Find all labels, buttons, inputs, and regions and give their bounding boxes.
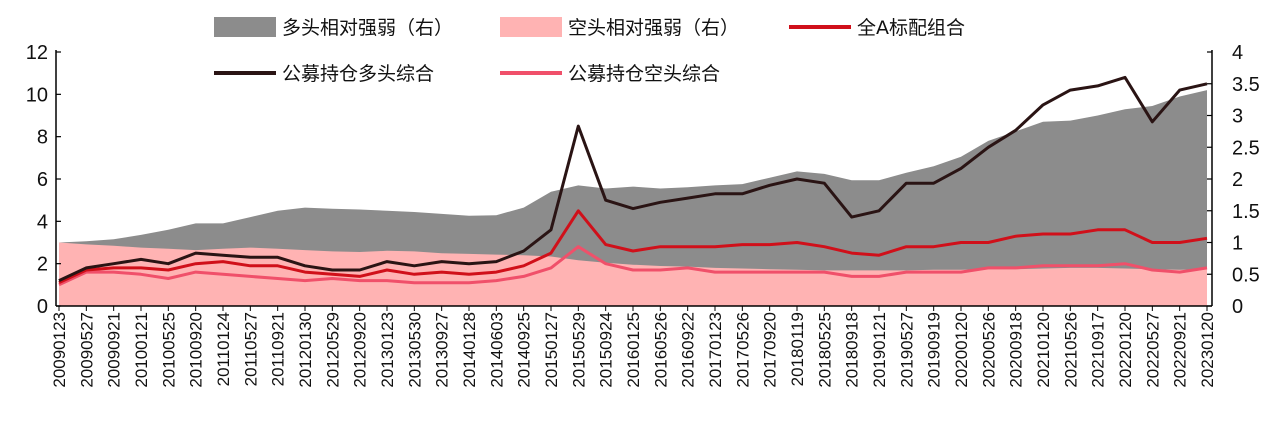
y2-tick-label: 2.5 (1232, 137, 1260, 159)
x-tick-label: 20170526 (733, 312, 752, 388)
y-tick-label: 10 (26, 84, 48, 106)
y-tick-label: 4 (37, 211, 48, 233)
y2-tick-label: 4 (1232, 42, 1243, 64)
x-tick-label: 20220527 (1143, 312, 1162, 388)
x-tick-label: 20180918 (843, 312, 862, 388)
y-tick-label: 6 (37, 169, 48, 191)
x-tick-label: 20130530 (405, 312, 424, 388)
x-tick-label: 20220921 (1171, 312, 1190, 388)
plot-area (58, 75, 1208, 306)
legend-label: 全A标配组合 (857, 17, 965, 39)
y2-tick-label: 1.5 (1232, 201, 1260, 223)
legend-label: 多头相对强弱（右） (282, 17, 453, 39)
legend-label: 公募持仓多头综合 (282, 63, 434, 85)
x-tick-label: 20140603 (487, 312, 506, 388)
x-tick-label: 20180525 (815, 312, 834, 388)
x-tick-label: 20110921 (269, 312, 288, 386)
x-tick-label: 20150924 (597, 312, 616, 388)
x-tick-label: 20090921 (105, 312, 124, 388)
line-series (58, 245, 1208, 287)
x-tick-label: 20210526 (1061, 312, 1080, 388)
x-tick-label: 20210120 (1034, 312, 1053, 388)
x-tick-label: 20230120 (1198, 312, 1217, 388)
x-tick-label: 20160922 (679, 312, 698, 388)
x-tick-label: 20110124 (214, 312, 233, 386)
x-tick-label: 20140925 (515, 312, 534, 388)
x-tick-label: 20200918 (1007, 312, 1026, 388)
legend-swatch (500, 17, 562, 37)
x-tick-label: 20180119 (788, 312, 807, 386)
y2-tick-label: 0 (1232, 296, 1243, 318)
x-tick-label: 20130123 (378, 312, 397, 388)
x-tick-label: 20170123 (706, 312, 725, 388)
x-tick-label: 20150127 (542, 312, 561, 388)
line-series (58, 75, 1208, 282)
x-tick-label: 20120920 (351, 312, 370, 388)
y2-tick-label: 3 (1232, 106, 1243, 128)
x-tick-label: 20220120 (1116, 312, 1135, 388)
x-tick-label: 20160125 (624, 312, 643, 388)
x-tick-label: 20090123 (50, 312, 69, 388)
x-tick-label: 20090527 (77, 312, 96, 388)
axes: 0 2 4 6 8 10 12 0 0.5 1 1.5 2 2.5 3 3.5 4 20090123 200905… (26, 42, 1260, 388)
y-tick-label: 2 (37, 254, 48, 276)
x-tick-label: 20100121 (132, 312, 151, 388)
x-tick-label: 20200526 (979, 312, 998, 388)
legend-label: 公募持仓空头综合 (568, 63, 720, 85)
x-tick-label: 20120529 (323, 312, 342, 388)
x-tick-label: 20130927 (433, 312, 452, 388)
y2-tick-label: 3.5 (1232, 74, 1260, 96)
x-tick-label: 20100920 (187, 312, 206, 388)
x-tick-label: 20100525 (159, 312, 178, 388)
x-tick-label: 20120130 (296, 312, 315, 388)
legend-label: 空头相对强弱（右） (568, 17, 739, 39)
area-series (59, 242, 1207, 306)
x-tick-label: 20110527 (241, 312, 260, 386)
x-tick-label: 20200120 (952, 312, 971, 388)
y-tick-label: 8 (37, 127, 48, 149)
x-tick-label: 20210917 (1089, 312, 1108, 388)
x-tick-label: 20140128 (460, 312, 479, 388)
y2-tick-label: 2 (1232, 169, 1243, 191)
x-tick-label: 20190527 (897, 312, 916, 388)
line-series (58, 209, 1208, 285)
y-tick-label: 12 (26, 42, 48, 64)
legend-swatch (214, 17, 276, 37)
x-tick-label: 20150529 (569, 312, 588, 388)
y2-tick-label: 0.5 (1232, 264, 1260, 286)
x-tick-label: 20170920 (761, 312, 780, 388)
x-tick-label: 20190919 (925, 312, 944, 388)
y-tick-label: 0 (37, 296, 48, 318)
x-tick-label: 20190121 (870, 312, 889, 388)
x-tick-label: 20160526 (651, 312, 670, 388)
y2-tick-label: 1 (1232, 233, 1243, 255)
